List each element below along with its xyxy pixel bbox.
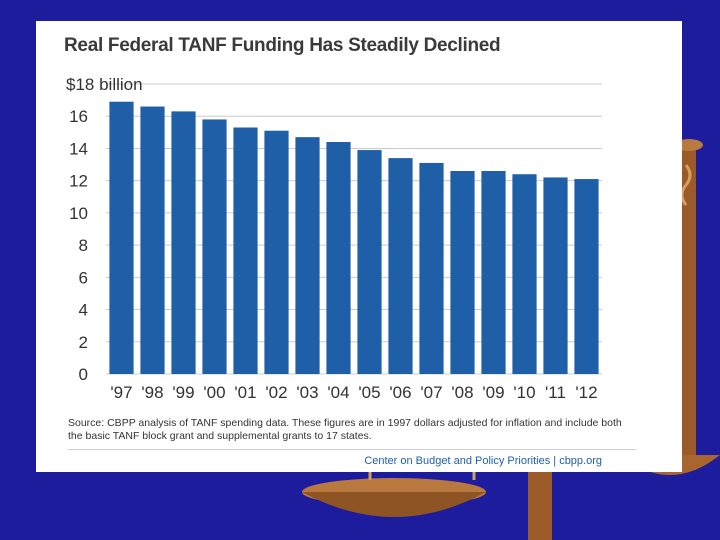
credit-separator: | <box>553 455 557 467</box>
x-tick-label: '10 <box>513 383 535 402</box>
bar <box>264 130 289 374</box>
bar <box>357 150 382 374</box>
x-tick-label: '02 <box>265 383 287 402</box>
x-tick-label: '06 <box>389 383 411 402</box>
y-tick-label: 16 <box>69 107 88 126</box>
x-tick-label: '99 <box>172 383 194 402</box>
x-tick-label: '04 <box>327 383 349 402</box>
source-divider <box>68 449 636 450</box>
source-note: Source: CBPP analysis of TANF spending d… <box>68 417 622 442</box>
x-tick-label: '01 <box>234 383 256 402</box>
y-tick-label: 8 <box>79 236 88 255</box>
credit-org: Center on Budget and Policy Priorities <box>364 455 551 467</box>
credit-site[interactable]: cbpp.org <box>559 455 602 467</box>
bar <box>419 162 444 374</box>
bar <box>233 127 258 374</box>
bar <box>543 177 568 374</box>
x-tick-label: '12 <box>575 383 597 402</box>
y-tick-label: 0 <box>79 365 88 384</box>
x-tick-label: '11 <box>545 383 566 402</box>
y-tick-label: 2 <box>79 333 88 352</box>
bar <box>574 179 599 374</box>
y-tick-label: 14 <box>69 139 88 158</box>
y-tick-label: 10 <box>69 204 88 223</box>
x-tick-label: '97 <box>110 383 132 402</box>
y-tick-label: 12 <box>69 172 88 191</box>
y-tick-label: 4 <box>79 301 88 320</box>
bar <box>512 174 537 374</box>
bar <box>202 119 227 374</box>
chart-title: Real Federal TANF Funding Has Steadily D… <box>64 35 501 56</box>
x-tick-label: '09 <box>482 383 504 402</box>
bar <box>140 106 165 375</box>
x-tick-label: '98 <box>141 383 163 402</box>
bar <box>171 111 196 374</box>
credit-line: Center on Budget and Policy Priorities |… <box>364 455 602 467</box>
x-tick-label: '08 <box>451 383 473 402</box>
chart-card: Real Federal TANF Funding Has Steadily D… <box>36 21 682 472</box>
bar-chart: 0 2 4 6 8 10 12 14 16 $18 billion '97 '98 '99 '00 '01 '… <box>66 75 602 402</box>
y-tick-label: $18 billion <box>66 75 143 94</box>
x-tick-label: '00 <box>203 383 225 402</box>
scale-right-post <box>682 140 696 470</box>
x-tick-label: '03 <box>296 383 318 402</box>
scale-chain <box>680 164 692 206</box>
bar <box>295 137 320 374</box>
x-tick-label: '07 <box>420 383 442 402</box>
bar <box>388 158 413 374</box>
bar <box>109 101 134 374</box>
bar <box>481 171 506 374</box>
x-tick-label: '05 <box>358 383 380 402</box>
bar <box>450 171 475 374</box>
bar <box>326 142 351 374</box>
y-tick-label: 6 <box>79 268 88 287</box>
scale-left-pan <box>302 492 486 517</box>
scale-knob <box>675 139 703 151</box>
